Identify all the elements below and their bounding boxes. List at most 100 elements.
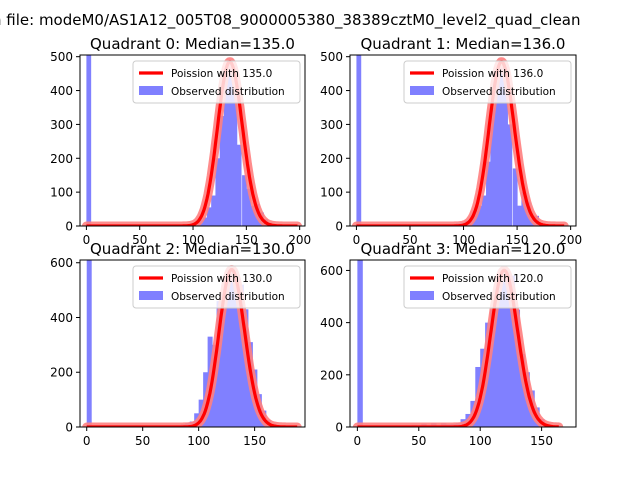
histogram-bar <box>86 55 92 226</box>
histogram-bar <box>228 64 233 226</box>
subplot-3: 0 50 100 150 0 200 400 600 Quadrant 3: Median=12… <box>320 240 577 448</box>
histogram-bar <box>225 277 231 427</box>
histogram-bar <box>521 192 527 226</box>
histogram-bar <box>494 70 500 226</box>
legend-bar-swatch <box>139 291 163 300</box>
x-tick-label: 150 <box>530 434 553 448</box>
y-tick-label: 100 <box>50 186 73 200</box>
legend-label-observed: Observed distribution <box>442 86 556 98</box>
subplot-title: Quadrant 0: Median=135.0 <box>90 35 295 53</box>
histogram-bar <box>503 77 508 226</box>
histogram-bars <box>86 55 299 226</box>
histogram-bar <box>517 205 522 226</box>
y-tick-label: 300 <box>320 118 343 132</box>
histogram-bar <box>481 195 487 226</box>
y-tick-label: 600 <box>50 256 73 270</box>
legend-box <box>132 60 301 104</box>
histogram-bar <box>250 205 256 226</box>
axes-frame <box>79 259 306 428</box>
histogram-bar <box>206 207 212 226</box>
histogram-bar <box>242 175 247 226</box>
legend-label-poisson: Poission with 130.0 <box>171 273 272 285</box>
legend-label-poisson: Poission with 120.0 <box>442 273 543 285</box>
legend-label-poisson: Poission with 135.0 <box>171 68 272 80</box>
legend-bar-swatch <box>410 86 434 95</box>
histogram-bar <box>86 260 92 427</box>
legend-label-observed: Observed distribution <box>171 86 285 98</box>
y-tick-label: 400 <box>320 84 343 98</box>
histogram-bar <box>234 279 240 427</box>
y-tick-label: 600 <box>320 264 343 278</box>
x-tick-label: 100 <box>182 233 205 247</box>
x-tick-label: 150 <box>235 233 258 247</box>
histogram-bar <box>356 55 362 226</box>
histogram-bar <box>223 77 229 226</box>
x-tick-label: 150 <box>506 233 529 247</box>
histogram-bar <box>514 309 521 427</box>
y-tick-label: 500 <box>320 50 343 64</box>
histogram-bar <box>486 161 491 226</box>
subplot-title: Quadrant 2: Median=130.0 <box>90 240 295 258</box>
x-tick-label: 0 <box>353 233 361 247</box>
histogram-bar <box>477 205 483 226</box>
histogram-bar <box>490 309 496 427</box>
histogram-bar <box>509 275 516 427</box>
y-tick-label: 400 <box>50 311 73 325</box>
histogram-bar <box>357 260 363 427</box>
histogram-bar <box>512 168 518 226</box>
histogram-bar <box>499 275 506 427</box>
histogram-bar <box>202 217 208 226</box>
subplot-title: Quadrant 1: Median=136.0 <box>361 35 566 53</box>
legend-box <box>403 60 572 104</box>
y-tick-label: 300 <box>50 118 73 132</box>
poisson-curve <box>86 268 298 427</box>
legend-box <box>132 265 301 309</box>
x-tick-label: 50 <box>402 233 417 247</box>
y-tick-label: 400 <box>320 316 343 330</box>
histogram-bar <box>507 124 513 226</box>
legend: Poission with 120.0 Observed distribution <box>403 265 572 309</box>
histogram-bar <box>232 90 238 226</box>
histogram-bar <box>221 309 227 427</box>
histogram-bar <box>215 158 221 226</box>
y-tick-label: 0 <box>335 220 343 234</box>
axes-frame <box>349 259 577 428</box>
x-tick-label: 50 <box>411 434 426 448</box>
histogram-bar <box>504 271 511 427</box>
y-tick-label: 0 <box>65 421 73 435</box>
histogram-bar <box>236 144 242 226</box>
subplot-0: 0 50 100 150 200 0 100 200 300 400 500 Quadrant 0: … <box>50 35 311 247</box>
legend-label-poisson: Poission with 136.0 <box>442 68 543 80</box>
y-tick-label: 200 <box>320 152 343 166</box>
y-tick-label: 100 <box>320 186 343 200</box>
x-tick-label: 50 <box>132 233 147 247</box>
legend-bar-swatch <box>139 86 163 95</box>
x-tick-label: 200 <box>559 233 582 247</box>
y-tick-label: 200 <box>50 366 73 380</box>
x-tick-label: 100 <box>469 434 492 448</box>
legend: Poission with 136.0 Observed distribution <box>403 60 572 104</box>
legend: Poission with 130.0 Observed distribution <box>132 265 301 309</box>
histogram-bar <box>490 107 496 226</box>
legend: Poission with 135.0 Observed distribution <box>132 60 301 104</box>
subplot-1: 0 50 100 150 200 0 100 200 300 400 500 Quadrant 1: … <box>320 35 582 247</box>
poisson-curve <box>85 60 299 226</box>
histogram-bar <box>238 284 244 427</box>
histogram-bar <box>519 353 525 427</box>
y-tick-label: 200 <box>320 368 343 382</box>
histogram-bar <box>211 195 216 226</box>
x-tick-label: 0 <box>83 233 91 247</box>
legend-box <box>403 265 572 309</box>
x-tick-label: 150 <box>243 434 266 448</box>
x-tick-label: 200 <box>288 233 311 247</box>
y-tick-label: 0 <box>65 220 73 234</box>
histogram-bar <box>494 290 501 427</box>
y-tick-label: 0 <box>335 421 343 435</box>
histogram-bar <box>219 115 225 226</box>
axes-frame <box>349 54 577 227</box>
histogram-bar <box>498 66 504 226</box>
legend-label-observed: Observed distribution <box>171 291 285 303</box>
x-tick-label: 50 <box>135 434 150 448</box>
legend-label-observed: Observed distribution <box>442 291 556 303</box>
